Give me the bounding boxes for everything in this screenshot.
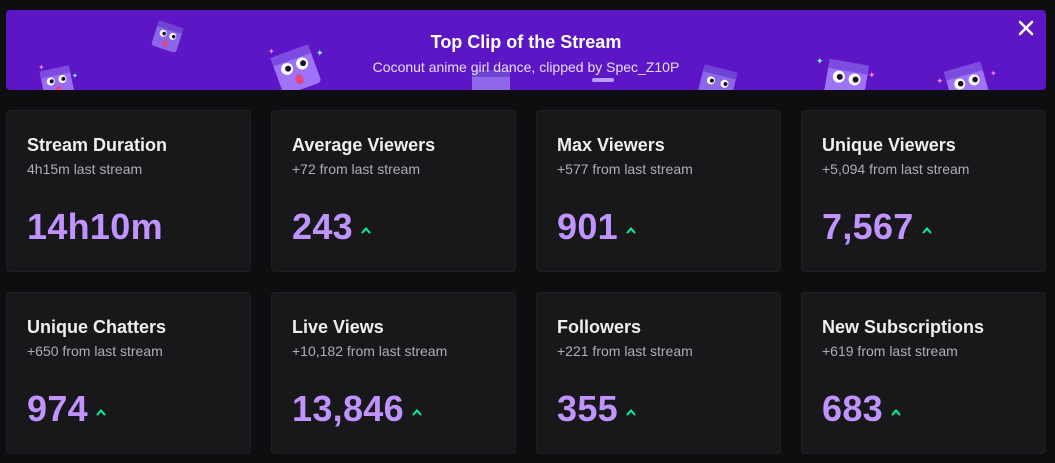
svg-text:✦: ✦ [868,70,876,80]
stat-value: 7,567 [822,206,914,247]
mascot-icon [472,70,510,90]
svg-text:✦: ✦ [268,47,275,56]
stat-value: 13,846 [292,388,404,429]
stat-title: Followers [557,317,642,337]
stat-title: Unique Chatters [27,317,167,337]
trend-up-icon [361,226,371,234]
mascot-icon: ✦ ✦ [38,63,78,90]
stat-comparison: 4h15m last stream [27,161,143,177]
trend-up-icon [626,408,636,416]
stat-value: 355 [557,388,618,429]
stat-card-live-views: Live Views +10,182 from last stream 13,8… [271,292,516,454]
svg-text:✦: ✦ [936,76,944,86]
svg-text:✦: ✦ [38,63,45,72]
trend-up-icon [96,408,106,416]
banner-title: Top Clip of the Stream [430,32,622,52]
stat-card-average-viewers: Average Viewers +72 from last stream 243 [271,110,516,272]
svg-text:✦: ✦ [990,69,997,78]
top-clip-banner[interactable]: ✦ ✦ ✦ ✦ [6,10,1046,90]
stat-value: 243 [292,206,353,247]
trend-up-icon [626,226,636,234]
stat-card-unique-chatters: Unique Chatters +650 from last stream 97… [6,292,251,454]
stat-title: Unique Viewers [822,135,956,155]
stat-title: Stream Duration [27,135,168,155]
banner-subtitle[interactable]: Coconut anime girl dance, clipped by Spe… [372,59,680,75]
svg-text:✦: ✦ [72,72,78,80]
mascot-icon [592,78,614,82]
stat-comparison: +650 from last stream [27,343,163,359]
trend-up-icon [891,408,901,416]
stat-value: 974 [27,388,88,429]
stat-value: 14h10m [27,206,163,247]
svg-text:✦: ✦ [816,56,824,66]
stat-card-max-viewers: Max Viewers +577 from last stream 901 [536,110,781,272]
mascot-icon: ✦ ✦ [936,61,997,90]
stat-comparison: +577 from last stream [557,161,693,177]
svg-text:✦: ✦ [316,48,324,58]
stat-comparison: +221 from last stream [557,343,693,359]
stat-title: New Subscriptions [822,317,985,337]
stat-value: 683 [822,388,883,429]
close-button[interactable] [1014,16,1038,40]
stat-card-unique-viewers: Unique Viewers +5,094 from last stream 7… [801,110,1046,272]
stat-title: Average Viewers [292,135,436,155]
mascot-icon: ✦ ✦ [816,56,876,90]
stat-value: 901 [557,206,618,247]
stat-comparison: +72 from last stream [292,161,420,177]
stat-card-new-subscriptions: New Subscriptions +619 from last stream … [801,292,1046,454]
mascot-icon [151,20,184,53]
mascot-icon: ✦ ✦ [268,44,324,90]
stat-title: Live Views [292,317,384,337]
stat-title: Max Viewers [557,135,665,155]
close-icon [1018,20,1034,36]
trend-up-icon [922,226,932,234]
stat-card-stream-duration: Stream Duration 4h15m last stream 14h10m [6,110,251,272]
mascot-icon [697,64,738,90]
trend-up-icon [412,408,422,416]
stat-comparison: +10,182 from last stream [292,343,448,359]
stat-card-followers: Followers +221 from last stream 355 [536,292,781,454]
stat-comparison: +5,094 from last stream [822,161,970,177]
stat-comparison: +619 from last stream [822,343,958,359]
